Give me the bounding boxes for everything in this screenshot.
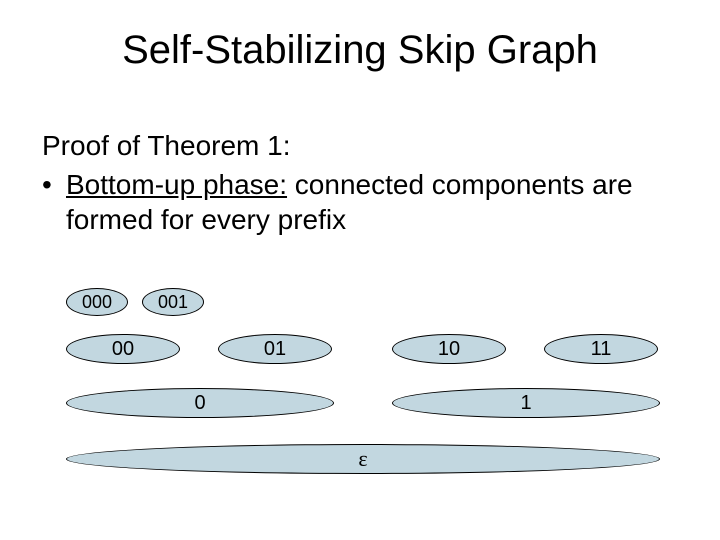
slide: Self-Stabilizing Skip Graph Proof of The… (0, 0, 720, 540)
prefix-ellipse: 000 (66, 288, 128, 316)
prefix-ellipse: 1 (392, 388, 660, 418)
prefix-ellipse: 10 (392, 334, 506, 364)
bullet-underline: Bottom-up phase: (66, 169, 287, 200)
body-text: Proof of Theorem 1: • Bottom-up phase: c… (42, 128, 678, 237)
bullet-dot: • (42, 167, 66, 237)
prefix-ellipse: 11 (544, 334, 658, 364)
prefix-ellipse: 00 (66, 334, 180, 364)
bullet-item: • Bottom-up phase: connected components … (42, 167, 678, 237)
prefix-ellipse: 001 (142, 288, 204, 316)
bullet-text: Bottom-up phase: connected components ar… (66, 167, 678, 237)
prefix-ellipse: ε (66, 444, 660, 474)
prefix-ellipse: 01 (218, 334, 332, 364)
proof-heading: Proof of Theorem 1: (42, 128, 678, 163)
prefix-ellipse: 0 (66, 388, 334, 418)
slide-title: Self-Stabilizing Skip Graph (0, 28, 720, 73)
